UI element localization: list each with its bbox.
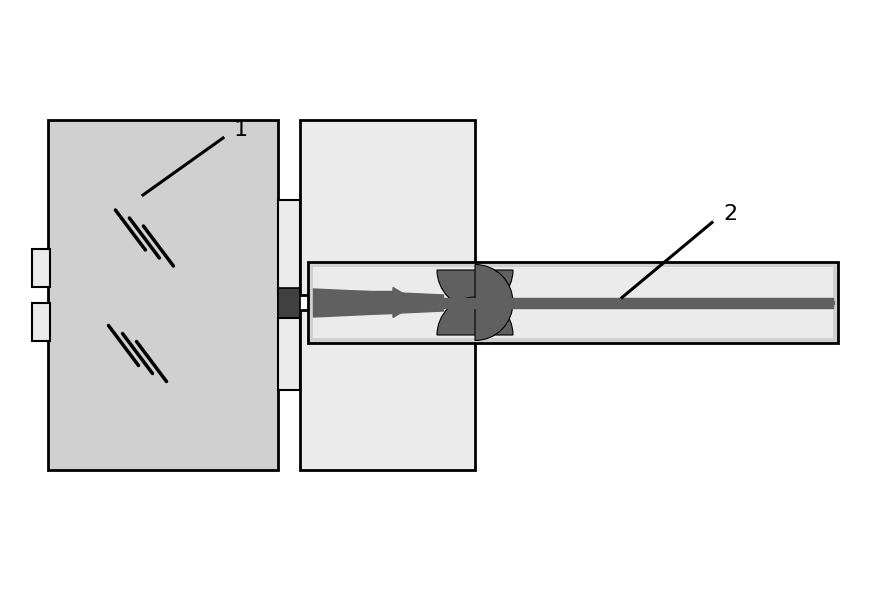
Bar bbox=[32, 303, 50, 341]
Bar bbox=[312, 267, 832, 338]
Bar bbox=[300, 310, 474, 470]
Bar bbox=[308, 262, 837, 343]
Bar bbox=[32, 249, 50, 287]
Text: 1: 1 bbox=[233, 120, 248, 140]
Bar bbox=[278, 287, 300, 318]
Wedge shape bbox=[437, 297, 512, 335]
Bar bbox=[300, 120, 474, 295]
Bar bbox=[48, 120, 278, 470]
FancyArrow shape bbox=[317, 287, 417, 318]
Wedge shape bbox=[437, 270, 512, 308]
Bar bbox=[278, 318, 300, 390]
Text: 2: 2 bbox=[722, 204, 736, 224]
Wedge shape bbox=[474, 264, 512, 341]
Bar bbox=[278, 200, 300, 295]
